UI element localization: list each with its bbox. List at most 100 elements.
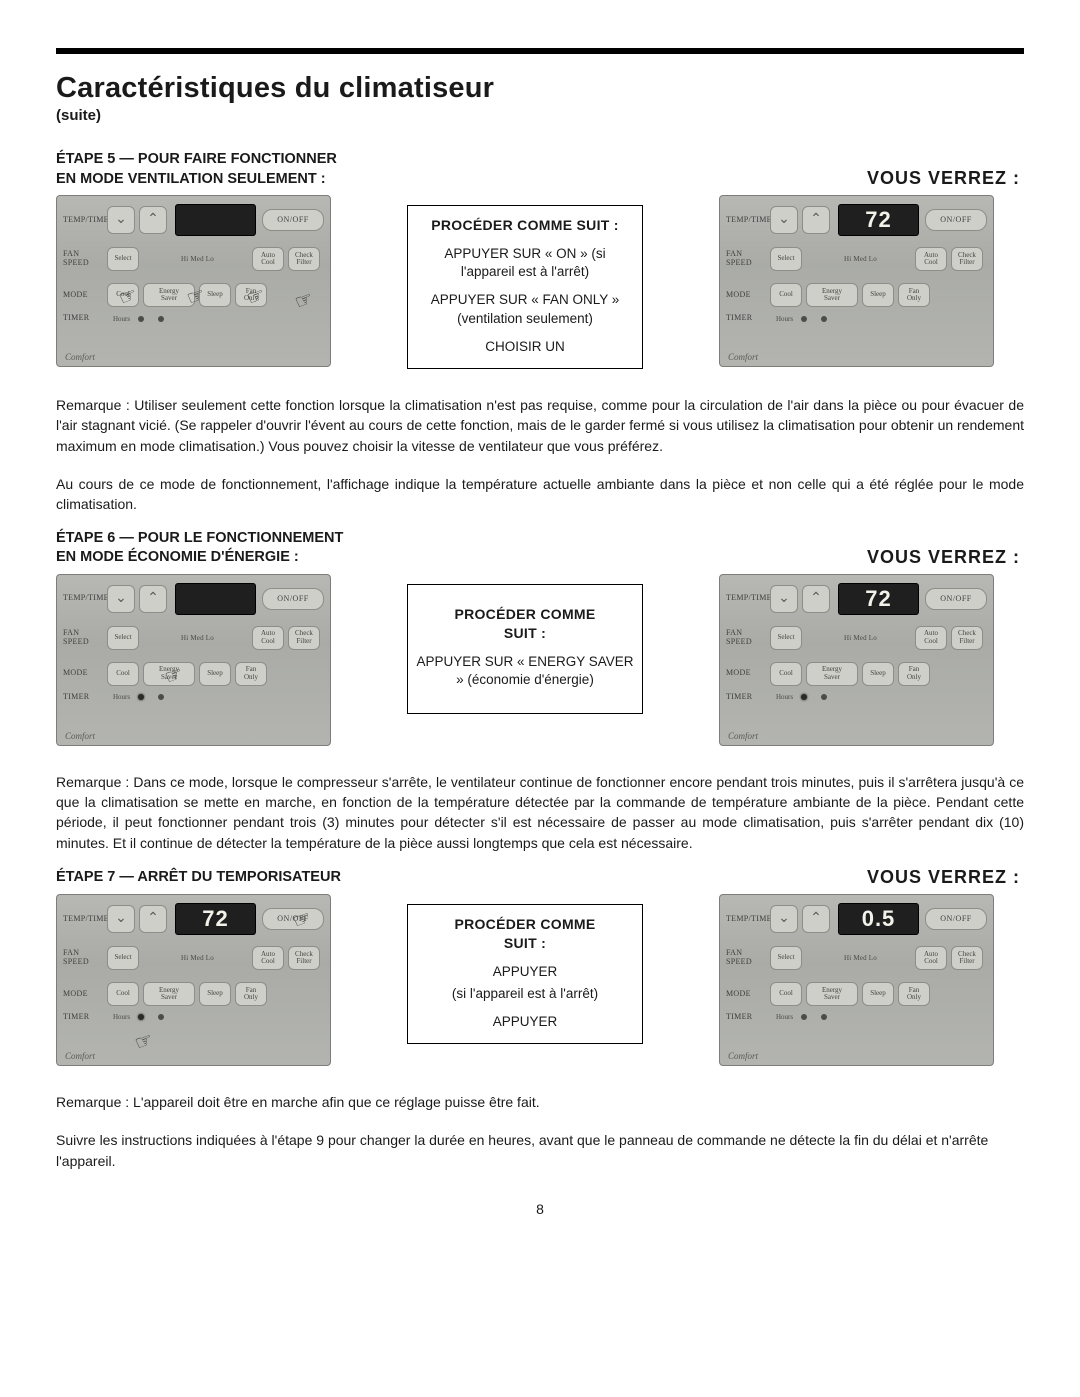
timer-indicator (801, 1014, 827, 1020)
check-filter-button[interactable]: Check Filter (288, 626, 320, 650)
temp-up-button[interactable]: ⌃ (802, 206, 830, 234)
temp-down-button[interactable]: ⌄ (107, 206, 135, 234)
check-filter-button[interactable]: Check Filter (951, 946, 983, 970)
step7-instructions: PROCÉDER COMMESUIT : APPUYER (si l'appar… (407, 904, 643, 1044)
lcd-display: 72 (838, 204, 919, 236)
brand-label: Comfort (728, 731, 758, 741)
sleep-button[interactable]: Sleep (862, 982, 894, 1006)
fan-select-button[interactable]: Select (770, 247, 802, 271)
auto-cool-button[interactable]: Auto Cool (252, 626, 284, 650)
temp-down-button[interactable]: ⌄ (770, 585, 798, 613)
energy-saver-button[interactable]: Energy Saver (806, 283, 858, 307)
sleep-button[interactable]: Sleep (199, 283, 231, 307)
instr-title-5: PROCÉDER COMME SUIT : (416, 216, 634, 235)
hours-label: Hours (113, 315, 130, 323)
fan-only-button[interactable]: Fan Only (898, 662, 930, 686)
cool-button[interactable]: Cool (770, 283, 802, 307)
fan-select-button[interactable]: Select (107, 946, 139, 970)
step7-note-2: Suivre les instructions indiquées à l'ét… (56, 1130, 1024, 1171)
mode-label: MODE (63, 669, 107, 678)
connector-6b (661, 574, 701, 746)
sleep-button[interactable]: Sleep (862, 662, 894, 686)
check-filter-button[interactable]: Check Filter (951, 626, 983, 650)
onoff-button[interactable]: ON/OFF (925, 588, 987, 610)
top-rule (56, 48, 1024, 54)
lcd-display (175, 583, 256, 615)
temp-down-button[interactable]: ⌄ (770, 206, 798, 234)
step7-instr-3: APPUYER (416, 1013, 634, 1031)
auto-cool-button[interactable]: Auto Cool (252, 946, 284, 970)
temp-time-label: TEMP/TIME (726, 594, 770, 603)
fan-select-button[interactable]: Select (770, 946, 802, 970)
timer-indicator (801, 694, 827, 700)
energy-saver-button[interactable]: Energy Saver (143, 662, 195, 686)
fan-select-button[interactable]: Select (107, 626, 139, 650)
fan-only-button[interactable]: Fan Only (898, 283, 930, 307)
fan-select-button[interactable]: Select (770, 626, 802, 650)
check-filter-button[interactable]: Check Filter (951, 247, 983, 271)
fan-only-button[interactable]: Fan Only (235, 662, 267, 686)
step5-note-1: Remarque : Utiliser seulement cette fonc… (56, 395, 1024, 456)
cool-button[interactable]: Cool (770, 662, 802, 686)
step5-instr-2: APPUYER SUR « FAN ONLY » (ventilation se… (416, 291, 634, 327)
timer-label: TIMER (726, 1013, 770, 1022)
temp-down-button[interactable]: ⌄ (107, 585, 135, 613)
fan-only-button[interactable]: Fan Only (898, 982, 930, 1006)
fan-select-button[interactable]: Select (107, 247, 139, 271)
step7-instr-1: APPUYER (416, 963, 634, 981)
temp-up-button[interactable]: ⌃ (139, 905, 167, 933)
check-filter-button[interactable]: Check Filter (288, 946, 320, 970)
step5-instr-3: CHOISIR UN (416, 338, 634, 356)
onoff-button[interactable]: ON/OFF (925, 908, 987, 930)
step5-instructions: PROCÉDER COMME SUIT : APPUYER SUR « ON »… (407, 205, 643, 369)
cool-button[interactable]: Cool (770, 982, 802, 1006)
hours-label: Hours (776, 315, 793, 323)
temp-down-button[interactable]: ⌄ (107, 905, 135, 933)
connector-5b (661, 195, 701, 369)
onoff-button[interactable]: ON/OFF (925, 209, 987, 231)
cool-button[interactable]: Cool (107, 283, 139, 307)
energy-saver-button[interactable]: Energy Saver (806, 982, 858, 1006)
fan-only-button[interactable]: Fan Only (235, 982, 267, 1006)
brand-label: Comfort (65, 731, 95, 741)
auto-cool-button[interactable]: Auto Cool (252, 247, 284, 271)
check-filter-button[interactable]: Check Filter (288, 247, 320, 271)
fan-speed-scale: Hi Med Lo (806, 634, 915, 642)
temp-up-button[interactable]: ⌃ (139, 206, 167, 234)
temp-up-button[interactable]: ⌃ (802, 585, 830, 613)
sleep-button[interactable]: Sleep (199, 982, 231, 1006)
onoff-button[interactable]: ON/OFF (262, 908, 324, 930)
auto-cool-button[interactable]: Auto Cool (915, 946, 947, 970)
energy-saver-button[interactable]: Energy Saver (806, 662, 858, 686)
temp-up-button[interactable]: ⌃ (139, 585, 167, 613)
fan-only-button[interactable]: Fan Only (235, 283, 267, 307)
step7-instr-2: (si l'appareil est à l'arrêt) (416, 985, 634, 1003)
auto-cool-button[interactable]: Auto Cool (915, 626, 947, 650)
page-subtitle: (suite) (56, 107, 1024, 124)
temp-up-button[interactable]: ⌃ (802, 905, 830, 933)
energy-saver-button[interactable]: Energy Saver (143, 283, 195, 307)
fan-speed-scale: Hi Med Lo (143, 954, 252, 962)
step6-note: Remarque : Dans ce mode, lorsque le comp… (56, 772, 1024, 853)
step6-block: ÉTAPE 6 — POUR LE FONCTIONNEMENT EN MODE… (56, 529, 1024, 746)
auto-cool-button[interactable]: Auto Cool (915, 247, 947, 271)
cool-button[interactable]: Cool (107, 662, 139, 686)
sleep-button[interactable]: Sleep (862, 283, 894, 307)
sleep-button[interactable]: Sleep (199, 662, 231, 686)
onoff-button[interactable]: ON/OFF (262, 209, 324, 231)
step7-right-panel: TEMP/TIME⌄⌃0.5ON/OFFFAN SPEEDSelectHi Me… (719, 894, 994, 1066)
step5-label: ÉTAPE 5 — POUR FAIRE FONCTIONNER EN MODE… (56, 150, 337, 189)
step6-label: ÉTAPE 6 — POUR LE FONCTIONNEMENT EN MODE… (56, 529, 343, 568)
fan-speed-label: FAN SPEED (726, 250, 770, 268)
step6-instructions: PROCÉDER COMMESUIT : APPUYER SUR « ENERG… (407, 584, 643, 714)
energy-saver-button[interactable]: Energy Saver (143, 982, 195, 1006)
temp-down-button[interactable]: ⌄ (770, 905, 798, 933)
fan-speed-label: FAN SPEED (63, 949, 107, 967)
fan-speed-label: FAN SPEED (726, 629, 770, 647)
step7-left-panel: TEMP/TIME⌄⌃72ON/OFFFAN SPEEDSelectHi Med… (56, 894, 331, 1066)
onoff-button[interactable]: ON/OFF (262, 588, 324, 610)
cool-button[interactable]: Cool (107, 982, 139, 1006)
mode-label: MODE (726, 990, 770, 999)
step7-note-1: Remarque : L'appareil doit être en march… (56, 1092, 1024, 1112)
brand-label: Comfort (65, 352, 95, 362)
